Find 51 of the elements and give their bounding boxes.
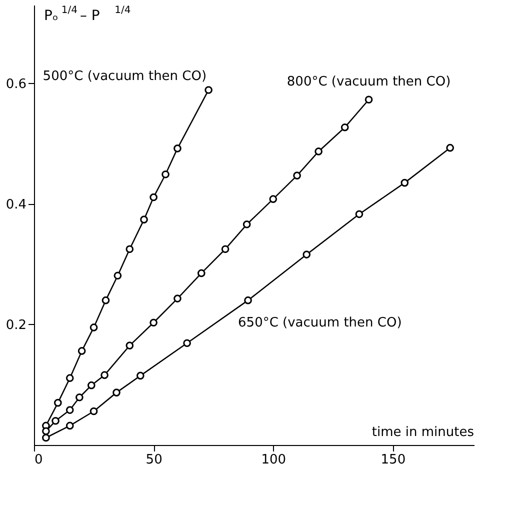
point: [446, 144, 454, 152]
point: [126, 245, 134, 254]
point: [54, 398, 62, 407]
point: [52, 416, 60, 425]
point: [42, 427, 50, 436]
point: [269, 195, 278, 203]
x-tick-label: 0: [34, 452, 43, 468]
x-tick-label: 150: [380, 452, 406, 468]
point: [174, 144, 182, 152]
point: [174, 294, 182, 302]
point: [42, 434, 50, 442]
point: [242, 220, 251, 228]
point: [66, 406, 74, 414]
point: [244, 296, 252, 304]
point: [400, 178, 409, 187]
point: [221, 245, 230, 254]
x-tick-label: 50: [146, 452, 162, 468]
x-tick-label: 100: [261, 452, 286, 468]
point: [112, 388, 120, 396]
point: [302, 250, 311, 258]
point: [114, 272, 122, 280]
y-tick-label: 0.4: [6, 197, 26, 212]
point: [78, 347, 86, 355]
point: [87, 381, 96, 390]
series-label: 650°C (vacuum then CO): [238, 315, 402, 330]
point: [314, 148, 322, 156]
x-axis-title: time in minutes: [372, 425, 474, 440]
y-tick-label: 0.6: [6, 76, 26, 92]
point: [66, 374, 74, 382]
point: [102, 296, 110, 304]
point: [126, 342, 134, 350]
y-tick-label: 0.2: [6, 318, 26, 333]
point: [76, 393, 84, 402]
point: [162, 170, 170, 178]
point: [364, 96, 373, 104]
series-label: 500°C (vacuum then CO): [42, 68, 207, 84]
point: [197, 269, 206, 278]
point: [204, 86, 212, 94]
point: [183, 339, 191, 348]
series-label: 800°C (vacuum then CO): [286, 74, 451, 90]
point: [150, 318, 158, 327]
point: [136, 372, 144, 380]
point: [293, 172, 301, 180]
point: [150, 193, 158, 202]
point: [355, 210, 364, 218]
point: [340, 123, 349, 132]
point: [100, 371, 108, 379]
point: [140, 216, 148, 224]
point: [90, 407, 98, 416]
point: [90, 324, 98, 332]
point: [66, 422, 74, 430]
